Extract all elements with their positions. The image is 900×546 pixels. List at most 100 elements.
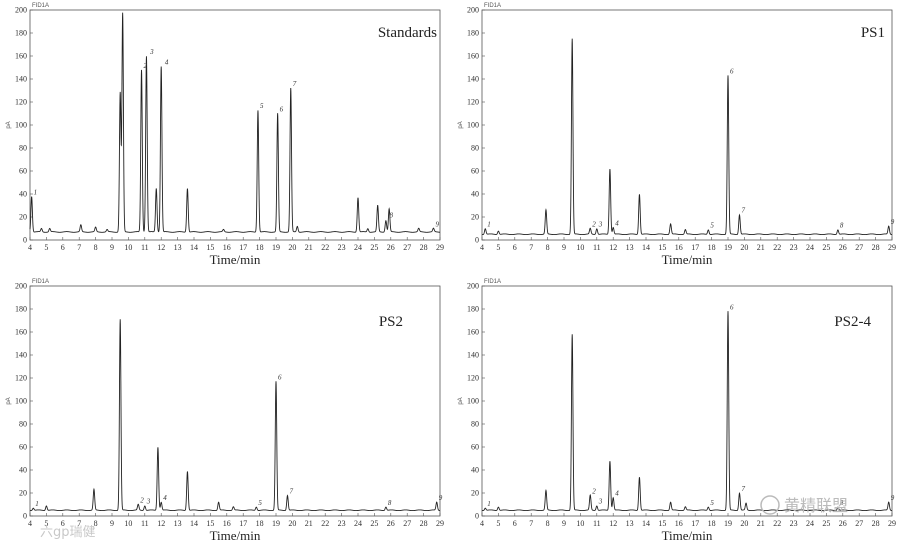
y-tick-label: 40	[471, 190, 479, 199]
y-tick-label: 40	[19, 466, 27, 475]
x-tick-label: 29	[436, 519, 444, 528]
y-tick-label: 100	[15, 121, 27, 130]
x-tick-label: 13	[626, 519, 634, 528]
x-tick-label: 26	[387, 519, 395, 528]
x-tick-label: 25	[370, 519, 378, 528]
peak-label-6: 6	[730, 303, 734, 311]
peak-label-8: 8	[390, 211, 394, 219]
x-tick-label: 16	[675, 243, 683, 252]
peak-label-9: 9	[891, 494, 895, 502]
x-tick-label: 4	[28, 519, 32, 528]
y-tick-label: 120	[15, 374, 27, 383]
x-tick-label: 29	[436, 243, 444, 252]
x-tick-label: 13	[174, 519, 182, 528]
y-tick-label: 0	[475, 236, 479, 245]
x-tick-label: 27	[855, 519, 863, 528]
x-tick-label: 21	[305, 519, 313, 528]
y-tick-label: 100	[467, 121, 479, 130]
peak-label-8: 8	[840, 499, 844, 507]
x-tick-label: 14	[190, 243, 198, 252]
y-tick-label: 20	[19, 213, 27, 222]
watermark-left-text: 六gp瑞健	[40, 525, 96, 540]
x-tick-label: 13	[626, 243, 634, 252]
x-tick-label: 11	[593, 243, 601, 252]
x-tick-label: 23	[338, 243, 346, 252]
y-tick-label: 60	[19, 167, 27, 176]
peak-label-2: 2	[144, 62, 148, 70]
peak-label-7: 7	[741, 207, 745, 215]
x-tick-label: 10	[576, 519, 584, 528]
x-tick-label: 19	[724, 243, 732, 252]
x-tick-label: 11	[593, 519, 601, 528]
peak-label-9: 9	[891, 218, 895, 226]
x-tick-label: 19	[272, 519, 280, 528]
x-tick-label: 16	[223, 519, 231, 528]
peak-label-9: 9	[439, 494, 443, 502]
x-tick-label: 4	[480, 519, 484, 528]
x-tick-label: 24	[354, 519, 362, 528]
x-tick-label: 28	[872, 519, 880, 528]
x-tick-label: 28	[420, 519, 428, 528]
x-tick-label: 5	[496, 519, 500, 528]
y-tick-label: 0	[23, 236, 27, 245]
x-tick-label: 7	[529, 243, 533, 252]
peak-label-4: 4	[615, 490, 619, 498]
peak-label-3: 3	[149, 48, 154, 56]
y-tick-label: 20	[471, 489, 479, 498]
x-tick-label: 17	[239, 243, 247, 252]
x-tick-label: 19	[272, 243, 280, 252]
y-tick-label: 60	[471, 167, 479, 176]
y-tick-label: 40	[471, 466, 479, 475]
y-tick-label: 20	[19, 489, 27, 498]
x-tick-label: 27	[403, 243, 411, 252]
detector-label: FID1A	[484, 3, 501, 9]
peak-label-5: 5	[260, 102, 264, 110]
x-tick-label: 5	[496, 243, 500, 252]
x-tick-label: 5	[44, 243, 48, 252]
x-tick-label: 6	[513, 243, 517, 252]
wechat-icon	[760, 495, 780, 515]
peak-label-2: 2	[592, 221, 596, 229]
y-tick-label: 200	[467, 6, 479, 15]
y-tick-label: 80	[19, 144, 27, 153]
x-tick-label: 6	[61, 243, 65, 252]
chromatogram-trace	[481, 38, 893, 236]
peak-label-5: 5	[258, 499, 262, 507]
y-axis-label: pA	[458, 121, 464, 128]
x-tick-label: 17	[239, 519, 247, 528]
peak-label-7: 7	[289, 487, 293, 495]
peak-label-3: 3	[598, 221, 603, 229]
x-tick-label: 20	[740, 243, 748, 252]
peak-label-4: 4	[165, 58, 169, 66]
peak-label-7: 7	[293, 80, 297, 88]
panel-title: PS2-4	[834, 314, 871, 330]
y-tick-label: 140	[15, 75, 27, 84]
x-tick-label: 15	[206, 519, 214, 528]
x-tick-label: 21	[757, 519, 765, 528]
panel-title: PS1	[861, 25, 885, 41]
peak-label-1: 1	[487, 221, 491, 229]
detector-label: FID1A	[32, 3, 49, 9]
peak-label-3: 3	[598, 498, 603, 506]
x-tick-label: 13	[174, 243, 182, 252]
x-tick-label: 23	[338, 519, 346, 528]
y-tick-label: 180	[15, 305, 27, 314]
y-tick-label: 60	[471, 443, 479, 452]
y-tick-label: 80	[19, 420, 27, 429]
y-tick-label: 100	[467, 397, 479, 406]
x-tick-label: 5	[44, 519, 48, 528]
x-tick-label: 7	[77, 243, 81, 252]
y-tick-label: 120	[467, 374, 479, 383]
x-tick-label: 18	[256, 243, 264, 252]
y-tick-label: 200	[467, 282, 479, 291]
x-tick-label: 19	[724, 519, 732, 528]
x-tick-label: 24	[806, 519, 814, 528]
x-axis-title: Time/min	[210, 252, 261, 267]
x-tick-label: 15	[658, 519, 666, 528]
y-tick-label: 200	[15, 6, 27, 15]
x-tick-label: 24	[806, 243, 814, 252]
x-tick-label: 12	[609, 519, 617, 528]
y-tick-label: 140	[467, 351, 479, 360]
